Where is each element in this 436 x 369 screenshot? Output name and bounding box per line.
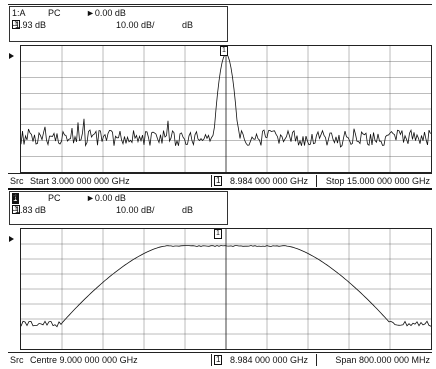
unit-label: dB (182, 20, 194, 30)
marker-1-label[interactable]: 1 (214, 229, 222, 239)
status-bar: Src Start 3.000 000 000 GHz 1 8.984 000 … (8, 173, 432, 188)
start-frequency[interactable]: Start 3.000 000 000 GHz (30, 176, 130, 186)
format-label: PC (48, 193, 61, 203)
format-label: PC (48, 8, 61, 18)
marker-1-label[interactable]: 1 (220, 46, 228, 56)
divider (211, 175, 212, 187)
trace-id: 1:A (12, 8, 26, 18)
marker-readout: -1.93 dB (12, 20, 47, 30)
marker-number: 1 (214, 355, 223, 365)
trace-suffix: A (12, 193, 19, 203)
trace-plot-svg (21, 229, 431, 349)
marker-readout: -1.83 dB (12, 205, 47, 215)
divider (316, 175, 317, 187)
source-label[interactable]: Src (10, 176, 24, 186)
trace-plot[interactable]: 1 (20, 228, 432, 350)
trace-plot-svg (21, 46, 431, 172)
span-frequency[interactable]: Span 800.000 000 MHz (335, 355, 430, 365)
stop-frequency[interactable]: Stop 15.000 000 000 GHz (325, 176, 430, 186)
trace-pane-1[interactable]: 1:A PC ►0.00 dB 1 -1.93 dB 10.00 dB/ dB 1… (8, 4, 432, 189)
reference-value: ►0.00 dB (86, 193, 126, 203)
reference-level-arrow-icon[interactable] (9, 236, 14, 242)
marker-number: 1 (214, 176, 223, 186)
reference-value: ►0.00 dB (86, 8, 126, 18)
trace-plot[interactable]: 1 (20, 45, 432, 173)
source-label[interactable]: Src (10, 355, 24, 365)
scale-label: 10.00 dB/ (116, 20, 155, 30)
marker-number-box: 1 (12, 20, 20, 29)
status-bar: Src Centre 9.000 000 000 GHz 1 8.984 000… (8, 352, 432, 367)
divider (316, 354, 317, 366)
trace-info-box[interactable]: 1:A PC ►0.00 dB 1 -1.93 dB 10.00 dB/ dB (9, 6, 228, 42)
marker-number-box: 1 (12, 205, 20, 214)
reference-level-arrow-icon[interactable] (9, 53, 14, 59)
scale-label: 10.00 dB/ (116, 205, 155, 215)
marker-frequency[interactable]: 8.984 000 000 GHz (230, 355, 309, 365)
centre-frequency[interactable]: Centre 9.000 000 000 GHz (30, 355, 138, 365)
divider (211, 354, 212, 366)
marker-frequency[interactable]: 8.984 000 000 GHz (230, 176, 309, 186)
active-trace-id: 1 (12, 193, 20, 204)
unit-label: dB (182, 205, 194, 215)
